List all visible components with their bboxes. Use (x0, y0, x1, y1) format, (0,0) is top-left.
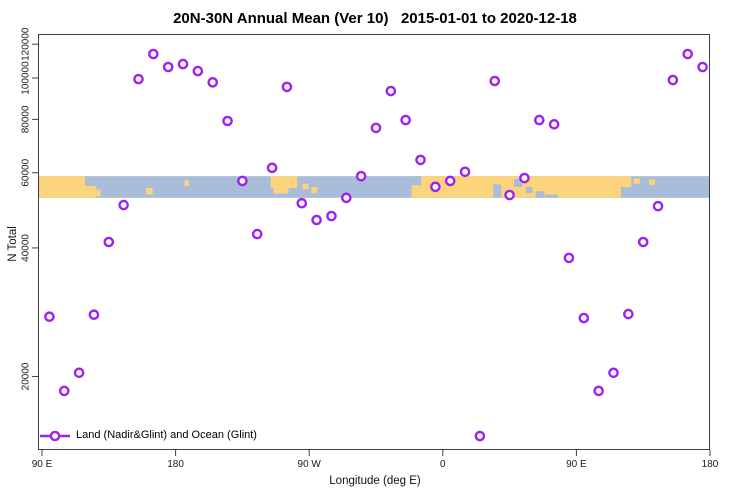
data-point (88, 309, 100, 321)
data-point (697, 61, 708, 73)
y-tick-label: 60000 (21, 158, 32, 186)
data-point (623, 308, 634, 320)
data-point (251, 228, 263, 240)
land-patch (302, 183, 309, 190)
water-patch (514, 178, 523, 188)
data-point (192, 65, 204, 77)
water-patch (535, 191, 545, 198)
water-patch (525, 187, 533, 194)
data-point (266, 162, 278, 174)
data-point (415, 154, 426, 166)
land-patch (85, 185, 97, 198)
land-patch (273, 188, 289, 194)
data-point (652, 200, 664, 212)
data-point (474, 430, 486, 442)
x-tick-label: 90 E (566, 459, 587, 470)
data-point (355, 170, 367, 182)
legend-point-icon (49, 430, 61, 442)
data-point (133, 73, 144, 85)
data-point (667, 74, 679, 86)
water-patch (545, 194, 558, 198)
data-point (281, 81, 293, 93)
data-point (400, 114, 411, 126)
x-tick-label: 180 (167, 459, 184, 470)
y-axis-title: N Total (7, 226, 19, 262)
data-point (430, 181, 441, 193)
x-tick-label: 90 W (298, 459, 322, 470)
data-point (311, 214, 322, 226)
land-patch (633, 178, 641, 184)
data-point (608, 367, 619, 379)
land-patch (38, 176, 86, 198)
data-point (162, 61, 174, 73)
data-point (385, 85, 397, 97)
data-point (237, 175, 248, 187)
data-point (519, 172, 530, 184)
land-patch (270, 176, 298, 189)
y-tick-label: 120000 (21, 27, 32, 61)
data-point (370, 122, 382, 134)
data-point (548, 119, 560, 130)
land-patch (311, 187, 318, 194)
data-point (578, 312, 590, 324)
data-point (504, 189, 515, 201)
y-tick-label: 40000 (21, 234, 32, 262)
x-tick-label: 0 (440, 459, 446, 470)
x-tick-label: 90 E (32, 459, 53, 470)
data-point (682, 48, 694, 60)
data-point (177, 58, 189, 70)
land-patch (96, 189, 101, 197)
y-tick-label: 100000 (21, 61, 32, 95)
land-patch (620, 176, 632, 188)
latitude-map-band (38, 176, 710, 198)
legend-symbol (40, 430, 70, 442)
water-patch (493, 184, 502, 198)
land-patch (649, 179, 656, 185)
data-point (563, 252, 575, 264)
land-patch (145, 188, 153, 195)
data-point (326, 210, 337, 222)
data-point (58, 385, 70, 397)
data-point (207, 77, 219, 88)
data-point (444, 175, 456, 187)
data-point (148, 48, 159, 60)
water-patch (411, 176, 422, 186)
data-point (593, 385, 604, 397)
data-point (103, 236, 115, 248)
x-axis-title: Longitude (deg E) (329, 475, 421, 487)
legend-label: Land (Nadir&Glint) and Ocean (Glint) (76, 429, 257, 441)
x-tick-label: 180 (702, 459, 719, 470)
data-point (73, 367, 85, 379)
chart-title: 20N-30N Annual Mean (Ver 10) 2015-01-01 … (173, 10, 577, 27)
data-point (533, 114, 545, 126)
data-point (296, 197, 308, 209)
plot-border (38, 34, 710, 450)
data-point (118, 199, 129, 211)
y-tick-label: 80000 (21, 105, 32, 133)
data-point (489, 75, 501, 87)
y-tick-label: 20000 (21, 362, 32, 390)
land-patch (184, 180, 189, 186)
data-point (459, 166, 471, 178)
data-point (341, 192, 352, 204)
data-point (222, 115, 233, 127)
data-point (637, 236, 649, 248)
data-point (44, 311, 55, 323)
